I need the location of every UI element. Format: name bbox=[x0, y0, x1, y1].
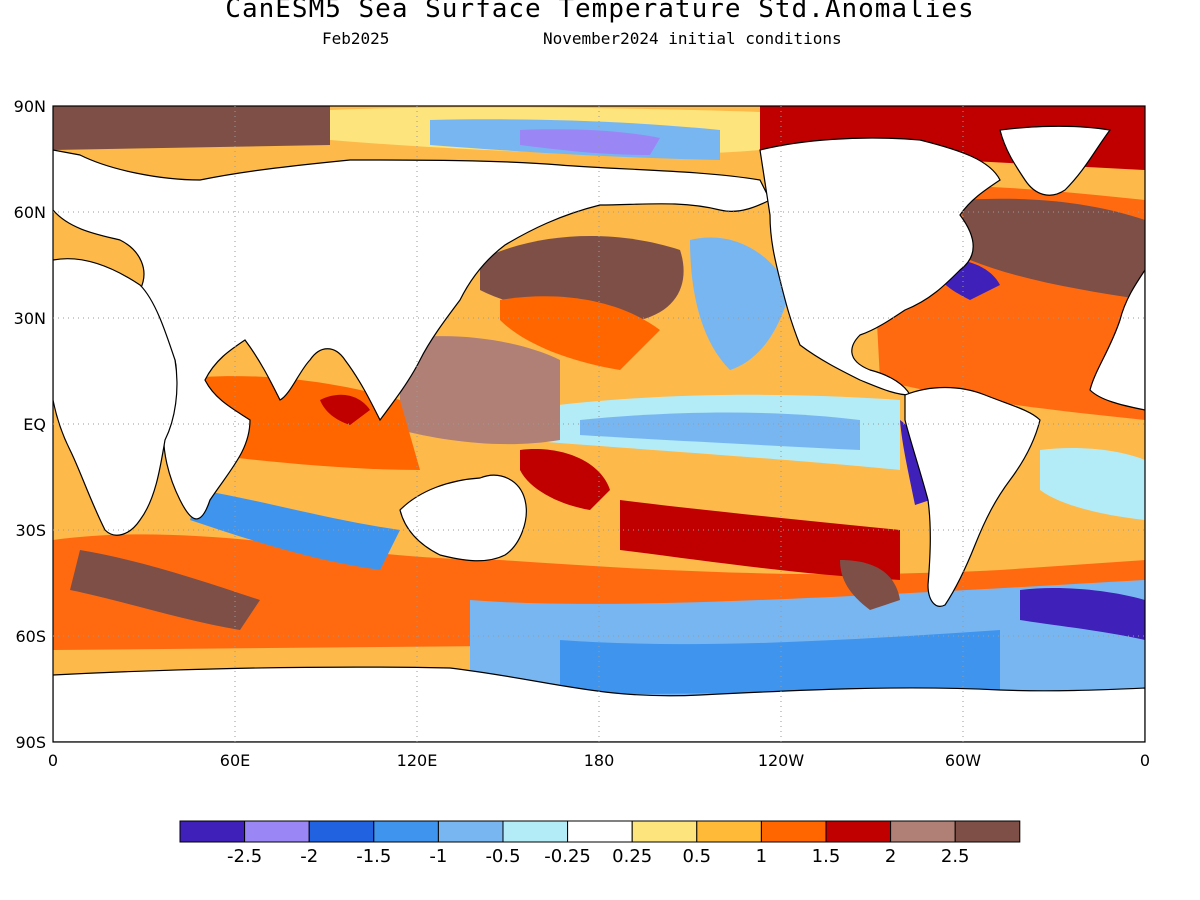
colorbar-swatch bbox=[631, 820, 698, 843]
colorbar-swatch bbox=[567, 820, 633, 843]
lon-tick-label: 180 bbox=[584, 751, 615, 770]
gridlines bbox=[53, 106, 1145, 742]
map-title: CanESM5 Sea Surface Temperature Std.Anom… bbox=[225, 0, 975, 24]
colorbar: -2.5 -2 -1.5 -1 -0.5 -0.25 0.25 0.5 1 1.5 2 2.5 bbox=[179, 820, 1021, 867]
colorbar-label: -1 bbox=[429, 846, 447, 867]
colorbar-swatch bbox=[244, 820, 310, 843]
lon-tick-label: 60W bbox=[945, 751, 981, 770]
colorbar-swatch bbox=[179, 820, 246, 843]
colorbar-swatch bbox=[308, 820, 375, 843]
lat-tick-label: 30S bbox=[15, 521, 46, 540]
lat-tick-label: 60N bbox=[14, 203, 46, 222]
greenland-landmass bbox=[999, 125, 1112, 196]
land-masses bbox=[53, 125, 1145, 742]
colorbar-swatch bbox=[954, 820, 1021, 843]
colorbar-label: -2 bbox=[300, 846, 318, 867]
initial-conditions-label: November2024 initial conditions bbox=[543, 29, 842, 48]
africa-landmass bbox=[53, 258, 178, 536]
colorbar-label: 2.5 bbox=[941, 846, 970, 867]
colorbar-swatch bbox=[760, 820, 827, 843]
colorbar-swatch bbox=[502, 820, 569, 843]
south-america-landmass bbox=[904, 386, 1041, 607]
lon-tick-label: 120E bbox=[397, 751, 438, 770]
colorbar-label: -2.5 bbox=[227, 846, 262, 867]
lat-tick-label: 60S bbox=[15, 627, 46, 646]
colorbar-label: 0.5 bbox=[682, 846, 711, 867]
lon-tick-label: 60E bbox=[220, 751, 250, 770]
lat-tick-label: 90S bbox=[15, 733, 46, 752]
australia-landmass bbox=[399, 474, 527, 562]
colorbar-swatch bbox=[437, 820, 504, 843]
colorbar-swatch bbox=[890, 820, 956, 843]
lon-tick-label: 0 bbox=[48, 751, 58, 770]
colorbar-swatch bbox=[696, 820, 762, 843]
lon-tick-label: 120W bbox=[758, 751, 805, 770]
colorbar-label: -1.5 bbox=[356, 846, 391, 867]
colorbar-label: 2 bbox=[885, 846, 896, 867]
africa-east-landmass bbox=[1089, 268, 1145, 411]
colorbar-label: 0.25 bbox=[612, 846, 652, 867]
colorbar-label: 1.5 bbox=[812, 846, 841, 867]
lat-tick-label: 30N bbox=[14, 309, 46, 328]
colorbar-swatch bbox=[373, 820, 439, 843]
longitude-axis: 0 60E 120E 180 120W 60W 0 bbox=[48, 751, 1150, 770]
valid-month-label: Feb2025 bbox=[322, 29, 390, 48]
colorbar-swatch bbox=[825, 820, 892, 843]
lat-tick-label: EQ bbox=[23, 415, 46, 434]
latitude-axis: 90N 60N 30N EQ 30S 60S 90S bbox=[14, 97, 46, 752]
north-america-landmass bbox=[759, 137, 1001, 396]
anomaly-patches bbox=[53, 106, 1145, 700]
antarctica-landmass bbox=[53, 666, 1145, 742]
colorbar-label: 1 bbox=[756, 846, 767, 867]
lat-tick-label: 90N bbox=[14, 97, 46, 116]
colorbar-label: -0.25 bbox=[544, 846, 591, 867]
lon-tick-label: 0 bbox=[1140, 751, 1150, 770]
colorbar-label: -0.5 bbox=[485, 846, 520, 867]
